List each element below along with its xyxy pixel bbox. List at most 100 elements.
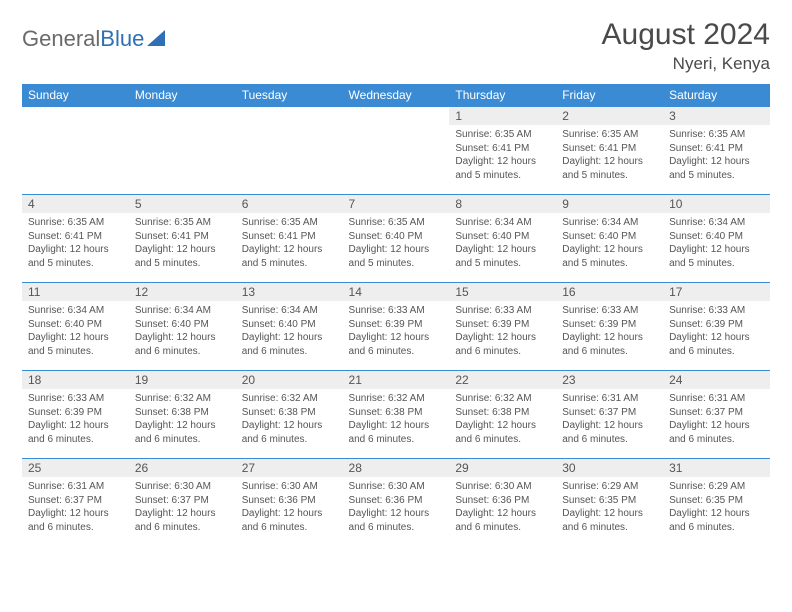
day-number: 28 <box>343 459 450 477</box>
day-number: 14 <box>343 283 450 301</box>
calendar-cell: 17Sunrise: 6:33 AMSunset: 6:39 PMDayligh… <box>663 283 770 371</box>
calendar-cell: 23Sunrise: 6:31 AMSunset: 6:37 PMDayligh… <box>556 371 663 459</box>
calendar-row: 11Sunrise: 6:34 AMSunset: 6:40 PMDayligh… <box>22 283 770 371</box>
calendar-cell: 16Sunrise: 6:33 AMSunset: 6:39 PMDayligh… <box>556 283 663 371</box>
day-number: 27 <box>236 459 343 477</box>
calendar-cell: 22Sunrise: 6:32 AMSunset: 6:38 PMDayligh… <box>449 371 556 459</box>
day-number: 25 <box>22 459 129 477</box>
day-details: Sunrise: 6:29 AMSunset: 6:35 PMDaylight:… <box>663 477 770 538</box>
calendar-cell: 24Sunrise: 6:31 AMSunset: 6:37 PMDayligh… <box>663 371 770 459</box>
calendar-cell: 30Sunrise: 6:29 AMSunset: 6:35 PMDayligh… <box>556 459 663 547</box>
calendar-row: 1Sunrise: 6:35 AMSunset: 6:41 PMDaylight… <box>22 107 770 195</box>
calendar-cell <box>343 107 450 195</box>
day-number: 4 <box>22 195 129 213</box>
logo-word-blue: Blue <box>100 26 144 52</box>
logo: GeneralBlue <box>22 18 169 52</box>
title-block: August 2024 Nyeri, Kenya <box>602 18 770 74</box>
calendar-cell: 31Sunrise: 6:29 AMSunset: 6:35 PMDayligh… <box>663 459 770 547</box>
day-details: Sunrise: 6:34 AMSunset: 6:40 PMDaylight:… <box>236 301 343 362</box>
day-number: 18 <box>22 371 129 389</box>
day-number: 30 <box>556 459 663 477</box>
day-details: Sunrise: 6:32 AMSunset: 6:38 PMDaylight:… <box>343 389 450 450</box>
day-details: Sunrise: 6:34 AMSunset: 6:40 PMDaylight:… <box>556 213 663 274</box>
calendar-cell: 5Sunrise: 6:35 AMSunset: 6:41 PMDaylight… <box>129 195 236 283</box>
day-number: 6 <box>236 195 343 213</box>
day-details: Sunrise: 6:32 AMSunset: 6:38 PMDaylight:… <box>449 389 556 450</box>
weekday-header-row: Sunday Monday Tuesday Wednesday Thursday… <box>22 84 770 107</box>
day-number: 17 <box>663 283 770 301</box>
weekday-thursday: Thursday <box>449 84 556 107</box>
weekday-monday: Monday <box>129 84 236 107</box>
day-details: Sunrise: 6:33 AMSunset: 6:39 PMDaylight:… <box>449 301 556 362</box>
calendar-cell: 18Sunrise: 6:33 AMSunset: 6:39 PMDayligh… <box>22 371 129 459</box>
weekday-saturday: Saturday <box>663 84 770 107</box>
month-title: August 2024 <box>602 18 770 52</box>
day-details: Sunrise: 6:35 AMSunset: 6:40 PMDaylight:… <box>343 213 450 274</box>
day-number: 20 <box>236 371 343 389</box>
calendar-body: 1Sunrise: 6:35 AMSunset: 6:41 PMDaylight… <box>22 107 770 547</box>
day-details: Sunrise: 6:34 AMSunset: 6:40 PMDaylight:… <box>449 213 556 274</box>
weekday-wednesday: Wednesday <box>343 84 450 107</box>
day-number: 19 <box>129 371 236 389</box>
calendar-cell: 2Sunrise: 6:35 AMSunset: 6:41 PMDaylight… <box>556 107 663 195</box>
day-details: Sunrise: 6:35 AMSunset: 6:41 PMDaylight:… <box>129 213 236 274</box>
day-number: 3 <box>663 107 770 125</box>
day-details: Sunrise: 6:35 AMSunset: 6:41 PMDaylight:… <box>22 213 129 274</box>
calendar-cell: 25Sunrise: 6:31 AMSunset: 6:37 PMDayligh… <box>22 459 129 547</box>
calendar-cell <box>129 107 236 195</box>
logo-sail-icon <box>147 30 169 46</box>
day-number: 23 <box>556 371 663 389</box>
day-number: 5 <box>129 195 236 213</box>
weekday-sunday: Sunday <box>22 84 129 107</box>
calendar-cell: 26Sunrise: 6:30 AMSunset: 6:37 PMDayligh… <box>129 459 236 547</box>
day-details: Sunrise: 6:35 AMSunset: 6:41 PMDaylight:… <box>449 125 556 186</box>
day-details: Sunrise: 6:31 AMSunset: 6:37 PMDaylight:… <box>556 389 663 450</box>
calendar-cell: 11Sunrise: 6:34 AMSunset: 6:40 PMDayligh… <box>22 283 129 371</box>
day-details: Sunrise: 6:34 AMSunset: 6:40 PMDaylight:… <box>22 301 129 362</box>
day-number: 7 <box>343 195 450 213</box>
day-number: 31 <box>663 459 770 477</box>
calendar-cell: 8Sunrise: 6:34 AMSunset: 6:40 PMDaylight… <box>449 195 556 283</box>
day-details: Sunrise: 6:35 AMSunset: 6:41 PMDaylight:… <box>663 125 770 186</box>
calendar-cell: 7Sunrise: 6:35 AMSunset: 6:40 PMDaylight… <box>343 195 450 283</box>
day-details: Sunrise: 6:33 AMSunset: 6:39 PMDaylight:… <box>556 301 663 362</box>
day-number: 15 <box>449 283 556 301</box>
weekday-friday: Friday <box>556 84 663 107</box>
calendar-cell: 28Sunrise: 6:30 AMSunset: 6:36 PMDayligh… <box>343 459 450 547</box>
calendar-cell: 6Sunrise: 6:35 AMSunset: 6:41 PMDaylight… <box>236 195 343 283</box>
day-number: 10 <box>663 195 770 213</box>
day-details: Sunrise: 6:30 AMSunset: 6:36 PMDaylight:… <box>236 477 343 538</box>
logo-word-general: General <box>22 26 100 52</box>
calendar-cell: 3Sunrise: 6:35 AMSunset: 6:41 PMDaylight… <box>663 107 770 195</box>
day-number: 12 <box>129 283 236 301</box>
calendar-cell: 10Sunrise: 6:34 AMSunset: 6:40 PMDayligh… <box>663 195 770 283</box>
day-number: 16 <box>556 283 663 301</box>
day-number: 29 <box>449 459 556 477</box>
day-details: Sunrise: 6:32 AMSunset: 6:38 PMDaylight:… <box>236 389 343 450</box>
day-number: 24 <box>663 371 770 389</box>
day-details: Sunrise: 6:35 AMSunset: 6:41 PMDaylight:… <box>236 213 343 274</box>
day-number: 22 <box>449 371 556 389</box>
day-number: 13 <box>236 283 343 301</box>
day-number: 9 <box>556 195 663 213</box>
day-number: 2 <box>556 107 663 125</box>
location: Nyeri, Kenya <box>602 54 770 74</box>
day-details: Sunrise: 6:33 AMSunset: 6:39 PMDaylight:… <box>22 389 129 450</box>
calendar-cell: 27Sunrise: 6:30 AMSunset: 6:36 PMDayligh… <box>236 459 343 547</box>
calendar-cell: 14Sunrise: 6:33 AMSunset: 6:39 PMDayligh… <box>343 283 450 371</box>
day-details: Sunrise: 6:33 AMSunset: 6:39 PMDaylight:… <box>343 301 450 362</box>
day-details: Sunrise: 6:31 AMSunset: 6:37 PMDaylight:… <box>663 389 770 450</box>
calendar-cell: 29Sunrise: 6:30 AMSunset: 6:36 PMDayligh… <box>449 459 556 547</box>
day-number: 26 <box>129 459 236 477</box>
calendar-cell: 1Sunrise: 6:35 AMSunset: 6:41 PMDaylight… <box>449 107 556 195</box>
day-number: 11 <box>22 283 129 301</box>
calendar-cell: 19Sunrise: 6:32 AMSunset: 6:38 PMDayligh… <box>129 371 236 459</box>
day-number: 21 <box>343 371 450 389</box>
header: GeneralBlue August 2024 Nyeri, Kenya <box>22 18 770 74</box>
day-details: Sunrise: 6:32 AMSunset: 6:38 PMDaylight:… <box>129 389 236 450</box>
calendar-cell: 9Sunrise: 6:34 AMSunset: 6:40 PMDaylight… <box>556 195 663 283</box>
calendar-cell: 12Sunrise: 6:34 AMSunset: 6:40 PMDayligh… <box>129 283 236 371</box>
calendar-cell <box>22 107 129 195</box>
day-details: Sunrise: 6:31 AMSunset: 6:37 PMDaylight:… <box>22 477 129 538</box>
calendar-row: 4Sunrise: 6:35 AMSunset: 6:41 PMDaylight… <box>22 195 770 283</box>
